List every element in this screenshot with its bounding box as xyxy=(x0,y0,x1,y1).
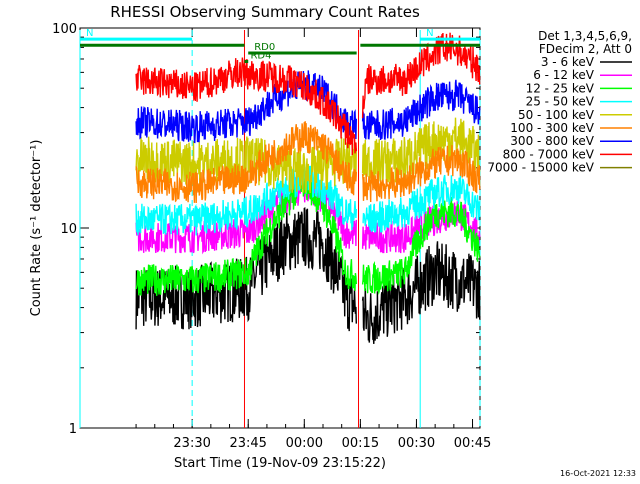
annotation-label: N xyxy=(426,28,433,39)
x-tick-label: 00:30 xyxy=(398,436,435,451)
x-tick-label: 23:30 xyxy=(173,436,210,451)
series-line-6 xyxy=(135,70,481,144)
legend-label: 7000 - 15000 keV xyxy=(487,161,594,175)
legend-header: FDecim 2, Att 0 xyxy=(539,42,632,56)
plot-area: 1 10 100 23:30 23:45 00:00 00:15 00:30 00:45 N N RD… xyxy=(52,22,491,451)
x-axis-label: Start Time (19-Nov-09 23:15:22) xyxy=(174,456,386,471)
annotation-label: N xyxy=(86,28,93,39)
series-line-3 xyxy=(135,164,481,236)
y-axis-label: Count Rate (s⁻¹ detector⁻¹) xyxy=(29,140,44,317)
legend-label: 6 - 12 keV xyxy=(533,68,595,82)
footer-timestamp: 16-Oct-2021 12:33 xyxy=(560,469,636,478)
series-line-5 xyxy=(135,121,481,204)
series-line-7 xyxy=(135,32,481,156)
legend-label: 3 - 6 keV xyxy=(541,55,595,69)
series-line-4 xyxy=(135,117,481,194)
y-tick-label: 100 xyxy=(52,22,77,37)
x-tick-label: 00:45 xyxy=(454,436,491,451)
x-tick-label: 00:15 xyxy=(342,436,379,451)
legend-label: 800 - 7000 keV xyxy=(503,147,595,161)
legend-label: 50 - 100 keV xyxy=(518,108,595,122)
y-tick-label: 1 xyxy=(69,422,77,437)
x-tick-label: 23:45 xyxy=(229,436,266,451)
annotation-label: RD4 xyxy=(250,50,271,61)
annotation-label: RD0 xyxy=(254,42,275,53)
legend-label: 12 - 25 keV xyxy=(526,81,595,95)
legend-label: 25 - 50 keV xyxy=(526,95,595,109)
x-tick-label: 00:00 xyxy=(286,436,323,451)
chart-title: RHESSI Observing Summary Count Rates xyxy=(110,3,420,21)
legend-header: Det 1,3,4,5,6,9, xyxy=(538,29,632,43)
legend: Det 1,3,4,5,6,9,FDecim 2, Att 03 - 6 keV… xyxy=(487,29,632,175)
y-tick-label: 10 xyxy=(60,222,77,237)
legend-label: 300 - 800 keV xyxy=(510,134,594,148)
legend-label: 100 - 300 keV xyxy=(510,121,594,135)
